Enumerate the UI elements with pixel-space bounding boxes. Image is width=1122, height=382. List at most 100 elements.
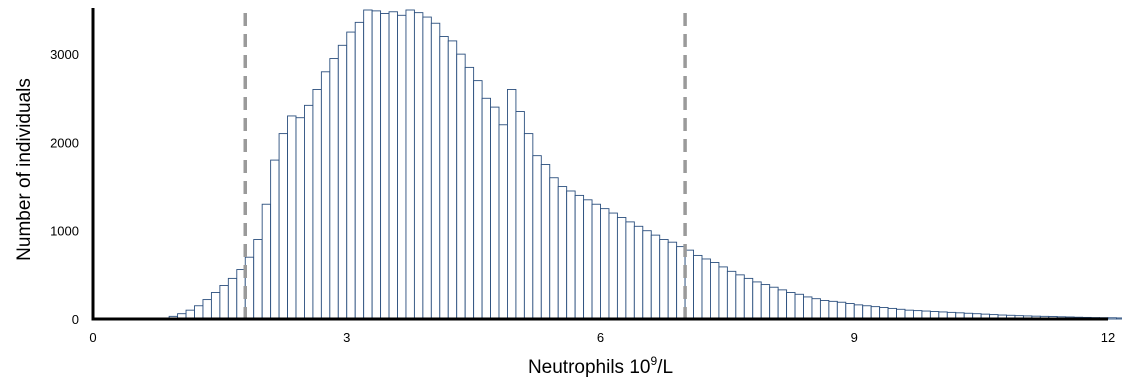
histogram-bar	[659, 239, 669, 320]
histogram-bar	[227, 277, 238, 320]
histogram-bar	[498, 124, 508, 320]
x-tick-label: 9	[851, 330, 858, 345]
histogram-bar	[507, 89, 517, 320]
histogram-bar	[667, 241, 678, 320]
x-tick-label: 12	[1101, 330, 1115, 345]
histogram-bar	[879, 307, 889, 320]
histogram-bar	[574, 194, 585, 320]
histogram-bar	[836, 301, 847, 320]
histogram-bar	[845, 303, 855, 320]
histogram-bar	[456, 53, 466, 320]
histogram-bar	[532, 155, 542, 320]
histogram-bar	[253, 239, 263, 320]
histogram-bar	[752, 281, 762, 320]
y-tick-label: 0	[72, 312, 79, 327]
histogram-bar	[1116, 317, 1122, 320]
y-tick-labels: 0 1000 2000 3000	[50, 47, 79, 327]
histogram-bar	[346, 31, 356, 320]
histogram-bar	[515, 111, 525, 320]
histogram-bar	[464, 66, 475, 320]
histogram-bar	[769, 286, 779, 320]
histogram-bar	[380, 13, 390, 320]
histogram-bar	[304, 104, 314, 320]
histogram-bar	[540, 164, 551, 320]
histogram-bar	[777, 289, 788, 320]
histogram-bar	[320, 71, 331, 320]
histogram-bar	[591, 203, 601, 320]
histogram-bar	[397, 14, 407, 320]
histogram-bar	[388, 11, 398, 320]
histogram-bar	[718, 266, 728, 320]
x-tick-label: 0	[89, 330, 96, 345]
y-axis-title: Number of individuals	[14, 78, 35, 261]
histogram-bar	[312, 89, 322, 320]
histogram-bar	[363, 9, 373, 320]
histogram-bar	[210, 292, 221, 320]
histogram-bar	[794, 293, 804, 320]
histogram-bar	[549, 177, 559, 320]
histogram-bars	[160, 9, 1122, 320]
histogram-bar	[853, 304, 864, 320]
histogram-bar	[270, 159, 280, 320]
x-tick-label: 6	[597, 330, 604, 345]
histogram-bar	[583, 199, 593, 320]
histogram-bar	[887, 307, 897, 320]
histogram-bar	[811, 298, 821, 320]
x-axis-title-suffix: /L	[657, 357, 673, 378]
histogram-bar	[862, 305, 872, 320]
histogram-bar	[287, 115, 297, 320]
histogram-bar	[473, 80, 483, 320]
y-tick-label: 3000	[50, 47, 79, 62]
histogram-bar	[650, 234, 661, 320]
histogram-bar	[803, 296, 813, 320]
histogram-bar	[642, 230, 652, 320]
histogram-bar	[422, 16, 432, 320]
histogram-bar	[760, 284, 771, 320]
histogram-bar	[870, 306, 881, 320]
histogram-bar	[219, 285, 229, 320]
histogram-bar	[726, 270, 737, 320]
x-axis-title: Neutrophils 109/L	[528, 354, 673, 378]
histogram-bar	[439, 36, 449, 320]
x-axis-title-superscript: 9	[650, 354, 657, 368]
histogram-bar	[295, 117, 305, 320]
histogram-bar	[354, 21, 365, 320]
histogram-bar	[405, 9, 415, 320]
histogram-bar	[523, 133, 534, 320]
y-tick-label: 1000	[50, 224, 79, 239]
histogram-bar	[447, 40, 458, 320]
histogram-bar	[371, 10, 382, 320]
histogram-bar	[743, 277, 754, 320]
histogram-bar	[710, 262, 720, 320]
histogram-bar	[1107, 317, 1117, 320]
histogram-bar	[701, 258, 711, 320]
histogram-bar	[616, 217, 627, 320]
histogram-bar	[329, 58, 339, 320]
axes	[91, 8, 1108, 321]
histogram-bar	[608, 212, 618, 320]
histogram-bar	[413, 12, 424, 320]
histogram-bar	[261, 203, 272, 320]
x-tick-labels: 0 3 6 9 12	[89, 330, 1115, 345]
histogram-bar	[430, 22, 441, 320]
histogram-bar	[557, 186, 568, 320]
histogram-bar	[278, 133, 288, 320]
x-axis-title-main: Neutrophils 10	[528, 357, 651, 378]
histogram-bar	[490, 106, 500, 320]
histogram-bar	[735, 274, 745, 320]
histogram-bar	[481, 97, 491, 320]
histogram-bar	[566, 190, 576, 320]
histogram-bar	[786, 292, 796, 320]
histogram-bar	[600, 208, 610, 320]
histogram-bar	[202, 299, 212, 320]
x-tick-label: 3	[343, 330, 350, 345]
histogram-bar	[693, 254, 703, 320]
histogram-bar	[819, 300, 830, 320]
histogram-bar	[633, 225, 644, 320]
histogram-bar	[625, 221, 635, 320]
histogram-bar	[194, 305, 204, 320]
histogram-bar	[337, 44, 348, 320]
histogram-bar	[828, 300, 838, 320]
y-tick-label: 2000	[50, 135, 79, 150]
